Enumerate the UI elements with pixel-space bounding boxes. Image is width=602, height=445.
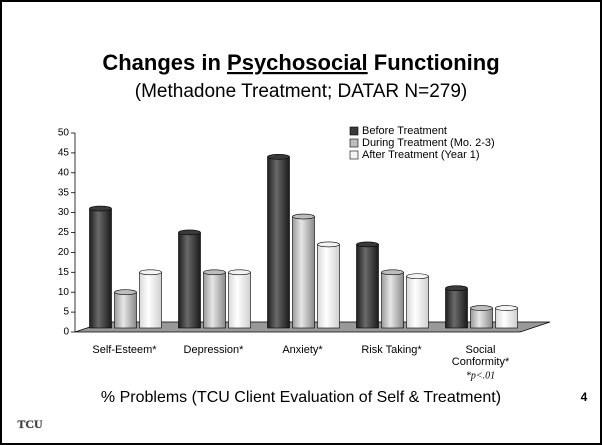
legend-swatch [349, 150, 359, 160]
x-tick-label: Social Conformity* [452, 344, 510, 368]
bar [267, 156, 290, 329]
page-number: 4 [581, 390, 588, 404]
x-axis-label: % Problems (TCU Client Evaluation of Sel… [101, 389, 501, 406]
legend-swatch [349, 126, 359, 136]
legend-label: Before Treatment [362, 125, 447, 137]
x-tick-label: Self-Esteem* [92, 344, 157, 356]
y-tick-label: 40 [58, 167, 70, 178]
bar-top [267, 154, 290, 160]
bar [381, 271, 404, 329]
bar-top [292, 213, 315, 220]
y-tick-label: 50 [58, 128, 70, 139]
y-tick-label: 25 [58, 227, 70, 238]
y-tick-label: 5 [63, 307, 69, 318]
y-tick-label: 45 [58, 148, 70, 159]
bar-top [89, 205, 112, 212]
bar [203, 271, 226, 329]
note: *p<.01 [466, 370, 495, 381]
bar-top [356, 241, 379, 248]
bar [317, 244, 340, 329]
logo: TCU [17, 417, 43, 431]
y-tick-label: 15 [58, 267, 70, 278]
bar [445, 287, 468, 329]
bar-top [114, 289, 137, 295]
bar [356, 244, 379, 329]
x-tick-label: Risk Taking* [361, 344, 422, 356]
y-tick-label: 30 [58, 207, 70, 218]
bar-top [178, 229, 201, 236]
bar-top [406, 273, 429, 280]
x-tick-label: Depression* [184, 344, 245, 356]
bar [89, 208, 112, 329]
bar [470, 307, 493, 329]
bar-top [495, 305, 518, 311]
legend-swatch [349, 138, 359, 148]
y-tick-label: 0 [63, 327, 69, 338]
y-tick-label: 10 [58, 287, 70, 298]
x-tick-label-line: Social [466, 344, 496, 356]
chart-title: Changes in Psychosocial Functioning [102, 50, 499, 75]
bar [139, 271, 162, 329]
bar [114, 291, 137, 329]
x-tick-label-line: Conformity* [452, 356, 510, 368]
x-tick-label: Anxiety* [282, 344, 323, 356]
bar-top [317, 241, 340, 248]
bar-top [139, 269, 162, 276]
y-tick-label: 20 [58, 247, 70, 258]
bar [178, 232, 201, 329]
legend-label: After Treatment (Year 1) [362, 149, 480, 161]
legend-label: During Treatment (Mo. 2-3) [362, 137, 495, 149]
bar [292, 216, 315, 329]
bar-top [445, 285, 468, 292]
bar-top [203, 269, 226, 276]
chart-subtitle: (Methadone Treatment; DATAR N=279) [135, 81, 467, 102]
bar [406, 275, 429, 329]
bar [495, 307, 518, 329]
y-tick-label: 35 [58, 187, 70, 198]
bar-top [470, 305, 493, 311]
bar-top [228, 269, 251, 276]
bar-top [381, 269, 404, 276]
bar [228, 271, 251, 329]
